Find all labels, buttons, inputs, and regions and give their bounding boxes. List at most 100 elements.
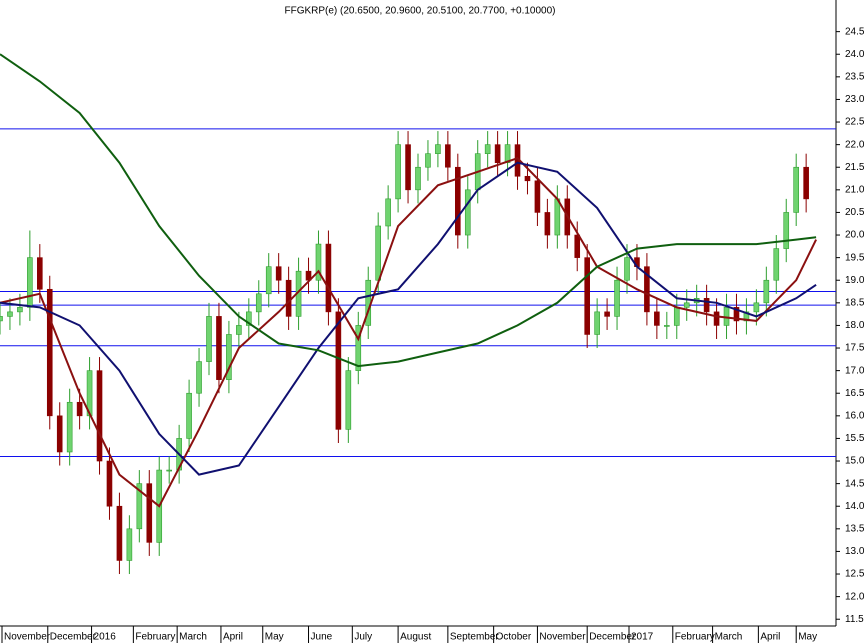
- candle-body: [683, 302, 690, 308]
- candle-body: [703, 298, 710, 313]
- y-tick-label: 14.0: [845, 501, 865, 512]
- moving-average: [0, 53, 817, 368]
- candle-body: [614, 279, 620, 317]
- candle-body: [216, 316, 222, 380]
- candle-body: [285, 279, 292, 317]
- x-tick-label: April: [760, 632, 780, 643]
- y-tick-label: 16.0: [845, 410, 865, 421]
- candle-body: [415, 166, 421, 191]
- candle-body: [584, 257, 590, 335]
- candle-body: [425, 153, 431, 168]
- x-tick-label: September: [450, 632, 500, 643]
- candle-body: [166, 469, 172, 472]
- x-tick-label: May: [265, 632, 284, 643]
- x-tick-label: December: [50, 632, 97, 643]
- candle-body: [46, 288, 53, 417]
- candle-body: [783, 212, 790, 249]
- candle-body: [594, 311, 600, 335]
- candle-body: [793, 166, 799, 213]
- candle-body: [664, 325, 670, 327]
- y-tick-label: 24.0: [845, 49, 865, 60]
- candle-body: [345, 370, 352, 430]
- x-tick-label: February: [675, 632, 715, 643]
- y-tick-label: 16.5: [845, 388, 865, 399]
- candle-body: [375, 225, 381, 281]
- moving-average: [0, 161, 817, 476]
- candle-body: [604, 311, 610, 317]
- candle-body: [624, 257, 630, 281]
- y-tick-label: 17.0: [845, 365, 865, 376]
- candle-body: [226, 334, 232, 380]
- candle-body: [713, 311, 720, 326]
- candle-body: [355, 325, 362, 371]
- candle-body: [464, 189, 471, 236]
- candle-body: [644, 266, 650, 313]
- candle-body: [146, 483, 153, 543]
- candle-body: [265, 266, 272, 295]
- moving-average: [0, 157, 817, 508]
- candle-body: [673, 307, 680, 326]
- x-tick-label: April: [223, 632, 243, 643]
- x-tick-label: October: [496, 632, 532, 643]
- candle-body: [534, 180, 541, 213]
- candle-body: [27, 257, 33, 308]
- x-tick-label: March: [715, 632, 743, 643]
- candle-body: [803, 166, 809, 200]
- x-tick-label: February: [135, 632, 175, 643]
- chart-title: FFGKRP(e) (20.6500, 20.9600, 20.5100, 20…: [284, 6, 555, 17]
- candle-body: [524, 175, 531, 182]
- y-tick-label: 14.5: [845, 478, 865, 489]
- candle-body: [206, 316, 212, 362]
- y-tick-label: 15.5: [845, 433, 865, 444]
- y-tick-label: 15.0: [845, 456, 865, 467]
- candle-body: [17, 307, 23, 313]
- y-tick-label: 21.5: [845, 162, 865, 173]
- y-tick-label: 20.5: [845, 207, 865, 218]
- candle-body: [733, 307, 740, 322]
- candle-body: [395, 144, 401, 200]
- candle-body: [275, 266, 282, 281]
- candle-body: [0, 316, 3, 322]
- y-tick-label: 20.0: [845, 230, 865, 241]
- candle-body: [494, 144, 501, 164]
- candle-body: [136, 483, 143, 530]
- candle-body: [504, 144, 511, 164]
- candle-body: [315, 243, 322, 281]
- candle-body: [484, 144, 491, 154]
- y-tick-label: 23.5: [845, 71, 865, 82]
- y-tick-label: 19.0: [845, 275, 865, 286]
- y-tick-label: 22.5: [845, 117, 865, 128]
- candle-body: [56, 415, 63, 453]
- x-tick-label: July: [354, 632, 372, 643]
- y-tick-label: 21.0: [845, 184, 865, 195]
- candle-body: [405, 144, 411, 191]
- candle-body: [116, 505, 123, 561]
- candle-body: [455, 166, 461, 236]
- x-tick-label: May: [798, 632, 817, 643]
- y-tick-label: 24.5: [845, 26, 865, 37]
- x-tick-label: 2017: [631, 632, 654, 643]
- candle-body: [335, 311, 342, 430]
- candle-body: [574, 234, 581, 258]
- y-tick-label: 13.0: [845, 546, 865, 557]
- y-tick-label: 11.5: [845, 614, 864, 625]
- y-tick-label: 12.5: [845, 569, 865, 580]
- candle-body: [773, 248, 780, 281]
- candle-body: [255, 293, 262, 313]
- candle-body: [236, 325, 242, 335]
- candle-body: [96, 370, 103, 462]
- y-tick-label: 22.0: [845, 139, 865, 150]
- y-tick-label: 18.5: [845, 297, 865, 308]
- candle-body: [126, 528, 133, 561]
- candle-body: [544, 212, 551, 236]
- candle-body: [66, 401, 73, 453]
- y-tick-label: 17.5: [845, 343, 865, 354]
- x-tick-label: November: [539, 632, 586, 643]
- candle-body: [445, 144, 451, 168]
- x-tick-label: March: [179, 632, 207, 643]
- y-tick-label: 13.5: [845, 523, 865, 534]
- candle-body: [196, 361, 202, 394]
